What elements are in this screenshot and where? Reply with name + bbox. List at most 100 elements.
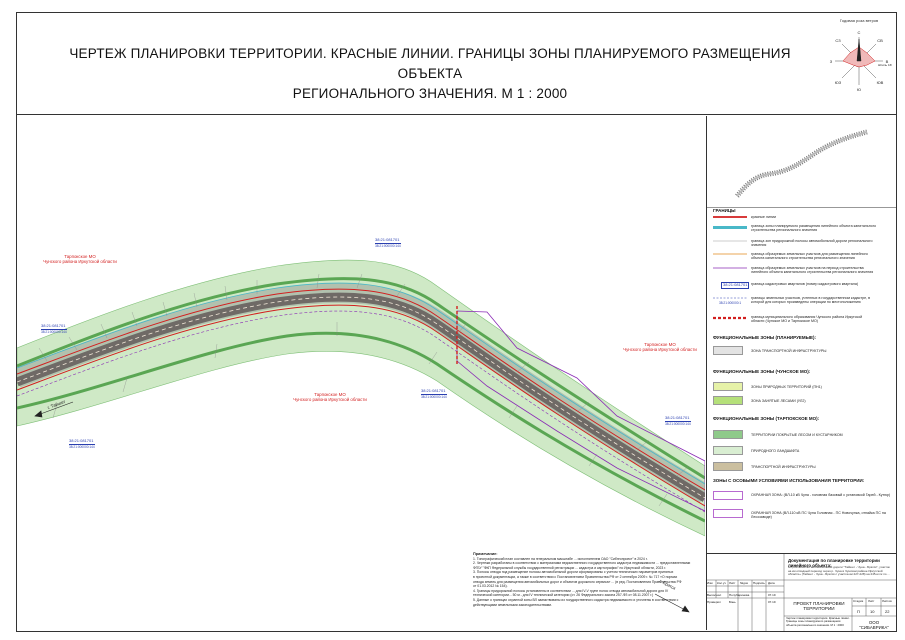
stamp-date: 07.19 bbox=[768, 600, 776, 604]
arrow-right-icon bbox=[654, 593, 690, 613]
legend-item: красные линии bbox=[751, 215, 777, 219]
stamp-role: Проверил bbox=[707, 600, 721, 604]
stamp-sheets-label: Листов bbox=[882, 599, 892, 603]
stamp-col-izm: Изм bbox=[707, 581, 713, 585]
zone-label: ОХРАННАЯ ЗОНА (ВЛ-110 кВ ПС Чуна Головна… bbox=[751, 511, 886, 520]
zone-label: ТРАНСПОРТНОЙ ИНФРАСТРУКТУРЫ bbox=[751, 465, 816, 469]
notes-line: 3. Полосы отвода под размещение полосы а… bbox=[473, 570, 674, 575]
drawing-notes: Примечание: 1. Топографический план сост… bbox=[473, 552, 705, 607]
stamp-drawing-name: Чертеж планировки территории. Красные ли… bbox=[786, 616, 850, 627]
compass-label-ne: СВ bbox=[877, 38, 883, 43]
legend-item: граница зоны планируемого размещения лин… bbox=[751, 224, 876, 233]
drawing-title: ЧЕРТЕЖ ПЛАНИРОВКИ ТЕРРИТОРИИ. КРАСНЫЕ ЛИ… bbox=[40, 44, 820, 104]
legend-section-tarpok: ФУНКЦИОНАЛЬНЫЕ ЗОНЫ (ТАРПОКСКОЕ МО): bbox=[713, 416, 820, 421]
cadastral-label-4: 38:21:081701 38:21:000000:144 bbox=[421, 388, 447, 399]
map-canvas bbox=[17, 259, 705, 613]
wind-rose-icon: С СВ В ЮВ Ю ЮЗ З СЗ Штиль 16% bbox=[830, 30, 892, 92]
notes-line: от 01.03.2012 № 154). bbox=[473, 584, 508, 589]
notes-line: 2. Чертежи разработаны в соответствии с … bbox=[473, 561, 691, 566]
stamp-stage: П bbox=[857, 609, 860, 614]
stamp-stage-label: Стадия bbox=[853, 599, 864, 603]
stamp-doc-desc: «строительство автомобильной дороги "Тай… bbox=[788, 565, 890, 577]
compass-label-sw: ЮЗ bbox=[835, 80, 842, 85]
notes-line: действующими земельными законодательства… bbox=[473, 602, 552, 607]
region-label-top-left: Тарпокское МО Чунского района Иркутской о… bbox=[43, 254, 117, 265]
zone-swatch bbox=[713, 491, 743, 500]
zone-label: ЗОНА ЗАНЯТЫЕ ЛЕСАМИ (УЛ2) bbox=[751, 399, 806, 403]
planned-zone-outline bbox=[456, 310, 705, 512]
title-block bbox=[16, 12, 897, 115]
legend-symbols bbox=[713, 216, 747, 320]
compass-label-e: В bbox=[886, 59, 889, 64]
planned-boundary bbox=[17, 282, 705, 485]
compass-calm-label: Штиль 16% bbox=[878, 63, 892, 67]
drawing-title-line-2: РЕГИОНАЛЬНОГО ЗНАЧЕНИЯ. М 1 : 2000 bbox=[292, 86, 568, 101]
stamp-name: Бэнь bbox=[729, 600, 736, 604]
notes-line: в проектной документации, а также в соот… bbox=[473, 574, 678, 579]
stamp-col-list: Лист bbox=[729, 581, 736, 585]
zone-swatch bbox=[713, 509, 743, 518]
stamp-sheets: 22 bbox=[885, 609, 890, 614]
stamp-doc-title: Документация по планировке территории ли… bbox=[788, 558, 880, 568]
red-line-top bbox=[17, 288, 705, 491]
road-centerline bbox=[17, 296, 705, 499]
overview-route bbox=[735, 129, 868, 198]
cadastral-label-1: 38:21:081701 38:21:000000:144 bbox=[375, 237, 401, 248]
stamp-sheet-title: ПРОЕКТ ПЛАНИРОВКИ ТЕРРИТОРИИ bbox=[793, 601, 845, 612]
stamp-col-date: Дата bbox=[768, 581, 775, 585]
title-stamp: Документация по планировке территории ли… bbox=[706, 553, 896, 631]
notes-title: Примечание: bbox=[473, 552, 498, 556]
region-label-right: Тарпокское МО Чунского района Иркутской о… bbox=[623, 342, 697, 353]
stamp-date: 07.19 bbox=[768, 593, 776, 597]
region-label-center: Тарпокское МО Чунского района Иркутской о… bbox=[293, 392, 367, 403]
forest-edge-bottom bbox=[17, 331, 705, 523]
map-area[interactable]: Тарпокское МО Чунского района Иркутской о… bbox=[17, 116, 705, 630]
legend-parcel-tag: 38:21:000000:1 bbox=[719, 301, 742, 305]
cadastral-label-3: 38:21:081701 38:21:000000:144 bbox=[69, 438, 95, 449]
zone-swatch bbox=[713, 382, 743, 391]
legend-item: граница образуемых земельных участков на… bbox=[751, 266, 874, 275]
compass-label-s: Ю bbox=[857, 87, 861, 92]
zone-label: ОХРАННАЯ ЗОНА: (ВЛ-10 кВ Чуна - головная… bbox=[751, 493, 891, 497]
legend-item: граница кадастровых кварталов (номер кад… bbox=[751, 282, 859, 286]
red-line-bottom bbox=[17, 304, 705, 507]
stamp-col-kol: Кол.уч bbox=[717, 581, 726, 585]
forest-edge-top bbox=[17, 277, 705, 480]
zone-swatch bbox=[713, 346, 743, 355]
legend-item: границы земельных участков, учтенных в г… bbox=[751, 296, 871, 305]
cadastral-label-2: 38:21:081701 38:21:000000:144 bbox=[41, 323, 67, 334]
stamp-sheet: 10 bbox=[870, 609, 875, 614]
compass-label-nw: СЗ bbox=[835, 38, 841, 43]
notes-line: технической категории... 50 м - для IV т… bbox=[473, 593, 654, 598]
legend-item: граница образуемых земельных участков дл… bbox=[751, 252, 868, 261]
arrow-left-icon bbox=[34, 401, 74, 418]
notes-line: 4. Границы придорожной полосы установлен… bbox=[473, 588, 669, 593]
legend-section-chuna: ФУНКЦИОНАЛЬНЫЕ ЗОНЫ (ЧУНСКОЕ МО): bbox=[713, 369, 811, 374]
legend-item: граница муниципального образования Чунск… bbox=[751, 315, 863, 324]
stamp-company: ООО "СИБАВРИКА" bbox=[859, 620, 889, 630]
compass-label-w: З bbox=[830, 59, 833, 64]
overview-map bbox=[707, 129, 897, 208]
legend-item: граница зон придорожной полосы автомобил… bbox=[751, 239, 873, 248]
parcel-boundary bbox=[17, 310, 705, 513]
legend-section-borders: ГРАНИЦЫ bbox=[713, 208, 736, 213]
notes-line: 1. Топографический план составлен на ген… bbox=[473, 556, 648, 561]
drawing-title-line-1: ЧЕРТЕЖ ПЛАНИРОВКИ ТЕРРИТОРИИ. КРАСНЫЕ ЛИ… bbox=[69, 46, 791, 81]
zone-label: ЗОНЫ ПРИРОДНЫХ ТЕРРИТОРИЙ (ПН1) bbox=[751, 385, 822, 389]
stamp-col-doc: №док bbox=[740, 581, 748, 585]
zone-label: ТЕРРИТОРИИ ПОКРЫТЫЕ ЛЕСОМ И КУСТАРНИКОМ bbox=[751, 433, 843, 437]
landscape-zone bbox=[17, 259, 705, 537]
zone-swatch bbox=[713, 430, 743, 439]
zone-swatch bbox=[713, 462, 743, 471]
stamp-col-sign: Подпись bbox=[753, 581, 765, 585]
stamp-name: Полубаринова bbox=[729, 593, 750, 597]
zone-swatch bbox=[713, 446, 743, 455]
legend-panel: ГРАНИЦЫ 38:21:081701 38:21:000000:1 крас… bbox=[706, 116, 897, 630]
notes-line: отвода земель для размещения автомобильн… bbox=[473, 579, 682, 584]
notes-line: 5. Данные о границах охранной зоны ВЛ за… bbox=[473, 597, 679, 602]
sheet-frame bbox=[16, 12, 897, 632]
zone-label: ПРИРОДНОГО ЛАНДШАФТА bbox=[751, 449, 800, 453]
stamp-sheet-label: Лист bbox=[868, 599, 875, 603]
stamp-role: Выполнил bbox=[707, 593, 722, 597]
